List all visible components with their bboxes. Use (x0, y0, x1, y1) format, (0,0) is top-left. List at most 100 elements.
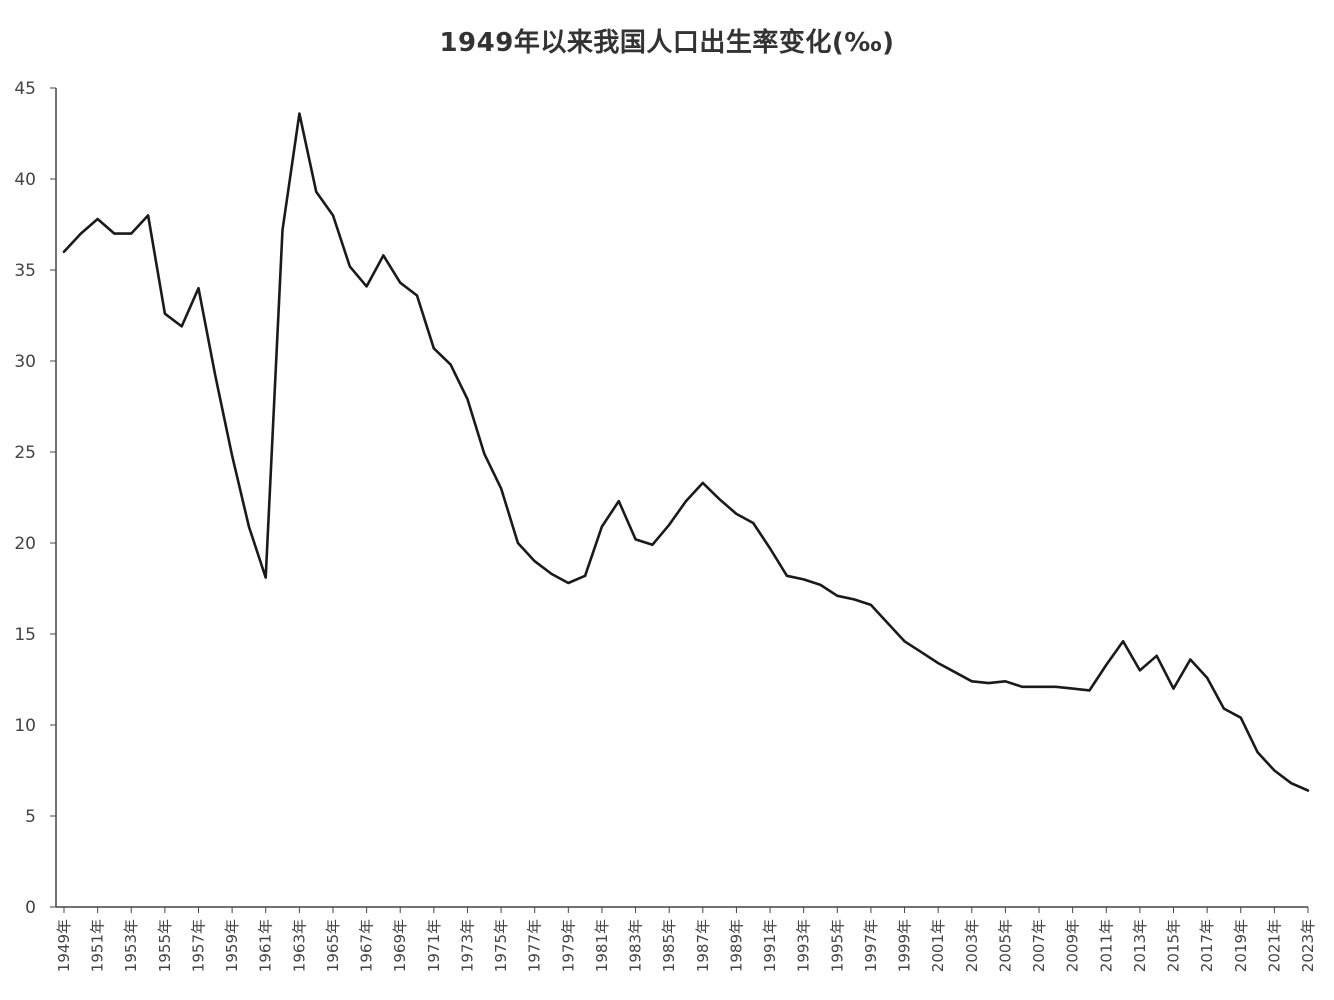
data-point (869, 603, 873, 607)
data-point (1104, 663, 1108, 667)
x-tick-label: 1973年 (458, 919, 476, 972)
data-point (196, 286, 200, 290)
data-point (398, 281, 402, 285)
x-tick-label: 1965年 (324, 919, 342, 972)
data-point (449, 363, 453, 367)
data-point (129, 232, 133, 236)
data-point (936, 661, 940, 665)
data-point (634, 537, 638, 541)
data-point (1020, 685, 1024, 689)
y-axis: 0 5 10 15 20 25 30 35 40 45 (14, 79, 57, 918)
data-point (348, 264, 352, 268)
x-tick-label: 1969年 (391, 919, 409, 972)
x-tick-label: 1997年 (862, 919, 880, 972)
x-tick-label: 1979年 (559, 919, 577, 972)
x-tick-label: 1963年 (290, 919, 308, 972)
data-point (1003, 679, 1007, 683)
x-axis: 1949年 1951年 1953年 1955年 1957年 1959年 1961年 1963年… (55, 906, 1317, 972)
data-point (785, 574, 789, 578)
x-tick-label: 1987年 (694, 919, 712, 972)
data-point (701, 481, 705, 485)
data-point (835, 594, 839, 598)
data-point (415, 293, 419, 297)
y-tick-label: 10 (14, 716, 36, 736)
data-point (734, 512, 738, 516)
y-tick-label: 20 (14, 534, 36, 554)
data-point (1071, 687, 1075, 691)
data-point (684, 499, 688, 503)
data-point (802, 577, 806, 581)
x-tick-label: 1983年 (627, 919, 645, 972)
data-point (566, 581, 570, 585)
x-tick-label: 1949年 (55, 919, 73, 972)
data-point (1172, 687, 1176, 691)
data-point (465, 397, 469, 401)
data-point (281, 228, 285, 232)
x-tick-label: 1967年 (358, 919, 376, 972)
x-tick-label: 2019年 (1232, 919, 1250, 972)
x-tick-label: 1971年 (425, 919, 443, 972)
x-tick-label: 2011年 (1097, 919, 1115, 972)
x-tick-label: 2001年 (929, 919, 947, 972)
x-tick-label: 2015年 (1165, 919, 1183, 972)
x-tick-label: 1959年 (223, 919, 241, 972)
y-tick-label: 40 (14, 170, 36, 190)
data-point (230, 454, 234, 458)
data-point (718, 497, 722, 501)
x-tick-label: 1985年 (660, 919, 678, 972)
data-point (852, 597, 856, 601)
data-point (953, 670, 957, 674)
data-point (1205, 676, 1209, 680)
data-point (1037, 685, 1041, 689)
data-point (919, 650, 923, 654)
data-point (247, 525, 251, 529)
data-point (96, 217, 100, 221)
data-point (1138, 668, 1142, 672)
x-tick-label: 2007年 (1030, 919, 1048, 972)
data-point (213, 374, 217, 378)
x-tick-label: 1953年 (122, 919, 140, 972)
data-point (331, 213, 335, 217)
data-point (432, 346, 436, 350)
series-line (62, 112, 1310, 792)
data-point (583, 574, 587, 578)
data-point (365, 284, 369, 288)
data-point (1087, 688, 1091, 692)
data-point (1155, 654, 1159, 658)
data-point (987, 681, 991, 685)
x-tick-label: 2009年 (1064, 919, 1082, 972)
data-point (903, 639, 907, 643)
data-point (550, 572, 554, 576)
data-point (297, 111, 301, 115)
y-tick-label: 35 (14, 261, 36, 281)
series-group (62, 111, 1310, 793)
data-point (768, 546, 772, 550)
x-tick-label: 1957年 (189, 919, 207, 972)
y-tick-label: 25 (14, 443, 36, 463)
x-tick-label: 1999年 (896, 919, 914, 972)
data-point (617, 499, 621, 503)
x-tick-label: 1975年 (492, 919, 510, 972)
x-tick-label: 1977年 (526, 919, 544, 972)
x-tick-label: 1961年 (257, 919, 275, 972)
data-point (1306, 789, 1310, 793)
data-point (499, 486, 503, 490)
data-point (163, 312, 167, 316)
data-point (751, 521, 755, 525)
data-point (533, 559, 537, 563)
data-point (650, 543, 654, 547)
y-tick-label: 45 (14, 79, 36, 99)
x-tick-label: 1989年 (727, 919, 745, 972)
data-point (314, 190, 318, 194)
x-tick-label: 2017年 (1198, 919, 1216, 972)
data-point (146, 213, 150, 217)
data-point (1121, 639, 1125, 643)
data-point (1289, 781, 1293, 785)
data-point (600, 525, 604, 529)
y-tick-label: 5 (25, 807, 36, 827)
y-tick-label: 15 (14, 625, 36, 645)
data-point (1256, 750, 1260, 754)
data-point (1054, 685, 1058, 689)
data-point (970, 679, 974, 683)
